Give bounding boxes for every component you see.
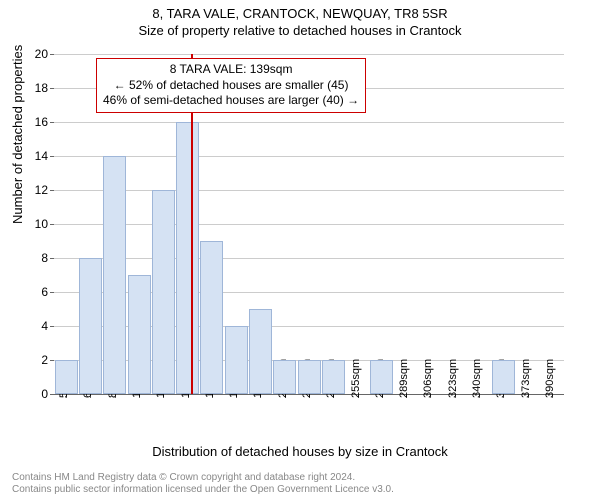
y-tick-label: 4	[0, 319, 48, 333]
y-tick	[50, 224, 54, 225]
histogram-bar	[176, 122, 199, 394]
gridline	[54, 54, 564, 55]
y-tick-label: 14	[0, 149, 48, 163]
x-tick-label: 306sqm	[422, 359, 434, 398]
plot-area: 52sqm69sqm86sqm103sqm120sqm137sqm153sqm1…	[54, 54, 564, 394]
footer-line-2: Contains public sector information licen…	[12, 484, 394, 496]
gridline	[54, 156, 564, 157]
histogram-bar	[492, 360, 515, 394]
histogram-bar	[103, 156, 126, 394]
x-tick-label: 340sqm	[471, 359, 483, 398]
histogram-bar	[249, 309, 272, 394]
y-tick-label: 12	[0, 183, 48, 197]
y-tick-label: 10	[0, 217, 48, 231]
histogram-bar	[79, 258, 102, 394]
gridline	[54, 122, 564, 123]
y-tick	[50, 122, 54, 123]
y-tick-label: 0	[0, 387, 48, 401]
y-tick	[50, 394, 54, 395]
chart-container: 8, TARA VALE, CRANTOCK, NEWQUAY, TR8 5SR…	[0, 0, 600, 500]
callout-line-1: 8 TARA VALE: 139sqm	[103, 62, 359, 78]
callout-line-3: 46% of semi-detached houses are larger (…	[103, 93, 359, 109]
histogram-bar	[200, 241, 223, 394]
y-tick	[50, 326, 54, 327]
x-tick-label: 255sqm	[350, 359, 362, 398]
gridline	[54, 190, 564, 191]
y-tick-label: 8	[0, 251, 48, 265]
histogram-bar	[298, 360, 321, 394]
histogram-bar	[273, 360, 296, 394]
y-tick	[50, 360, 54, 361]
y-tick	[50, 292, 54, 293]
attribution-footer: Contains HM Land Registry data © Crown c…	[12, 472, 394, 496]
chart-title-sub: Size of property relative to detached ho…	[0, 21, 600, 38]
x-tick-label: 323sqm	[447, 359, 459, 398]
callout-line-2: ← 52% of detached houses are smaller (45…	[103, 78, 359, 94]
y-tick	[50, 190, 54, 191]
footer-line-1: Contains HM Land Registry data © Crown c…	[12, 472, 394, 484]
y-tick	[50, 54, 54, 55]
y-tick	[50, 156, 54, 157]
histogram-bar	[370, 360, 393, 394]
gridline	[54, 224, 564, 225]
histogram-bar	[128, 275, 151, 394]
histogram-bar	[322, 360, 345, 394]
y-tick-label: 20	[0, 47, 48, 61]
chart-title-main: 8, TARA VALE, CRANTOCK, NEWQUAY, TR8 5SR	[0, 0, 600, 21]
y-tick-label: 2	[0, 353, 48, 367]
histogram-bar	[152, 190, 175, 394]
x-tick-label: 373sqm	[520, 359, 532, 398]
gridline	[54, 258, 564, 259]
x-tick-label: 289sqm	[398, 359, 410, 398]
y-tick-label: 18	[0, 81, 48, 95]
x-axis-label: Distribution of detached houses by size …	[0, 444, 600, 459]
histogram-bar	[225, 326, 248, 394]
histogram-bar	[55, 360, 78, 394]
y-tick-label: 16	[0, 115, 48, 129]
y-tick-label: 6	[0, 285, 48, 299]
x-tick-label: 390sqm	[544, 359, 556, 398]
y-axis-label: Number of detached properties	[10, 45, 25, 224]
marker-callout: 8 TARA VALE: 139sqm← 52% of detached hou…	[96, 58, 366, 113]
y-tick	[50, 88, 54, 89]
y-tick	[50, 258, 54, 259]
